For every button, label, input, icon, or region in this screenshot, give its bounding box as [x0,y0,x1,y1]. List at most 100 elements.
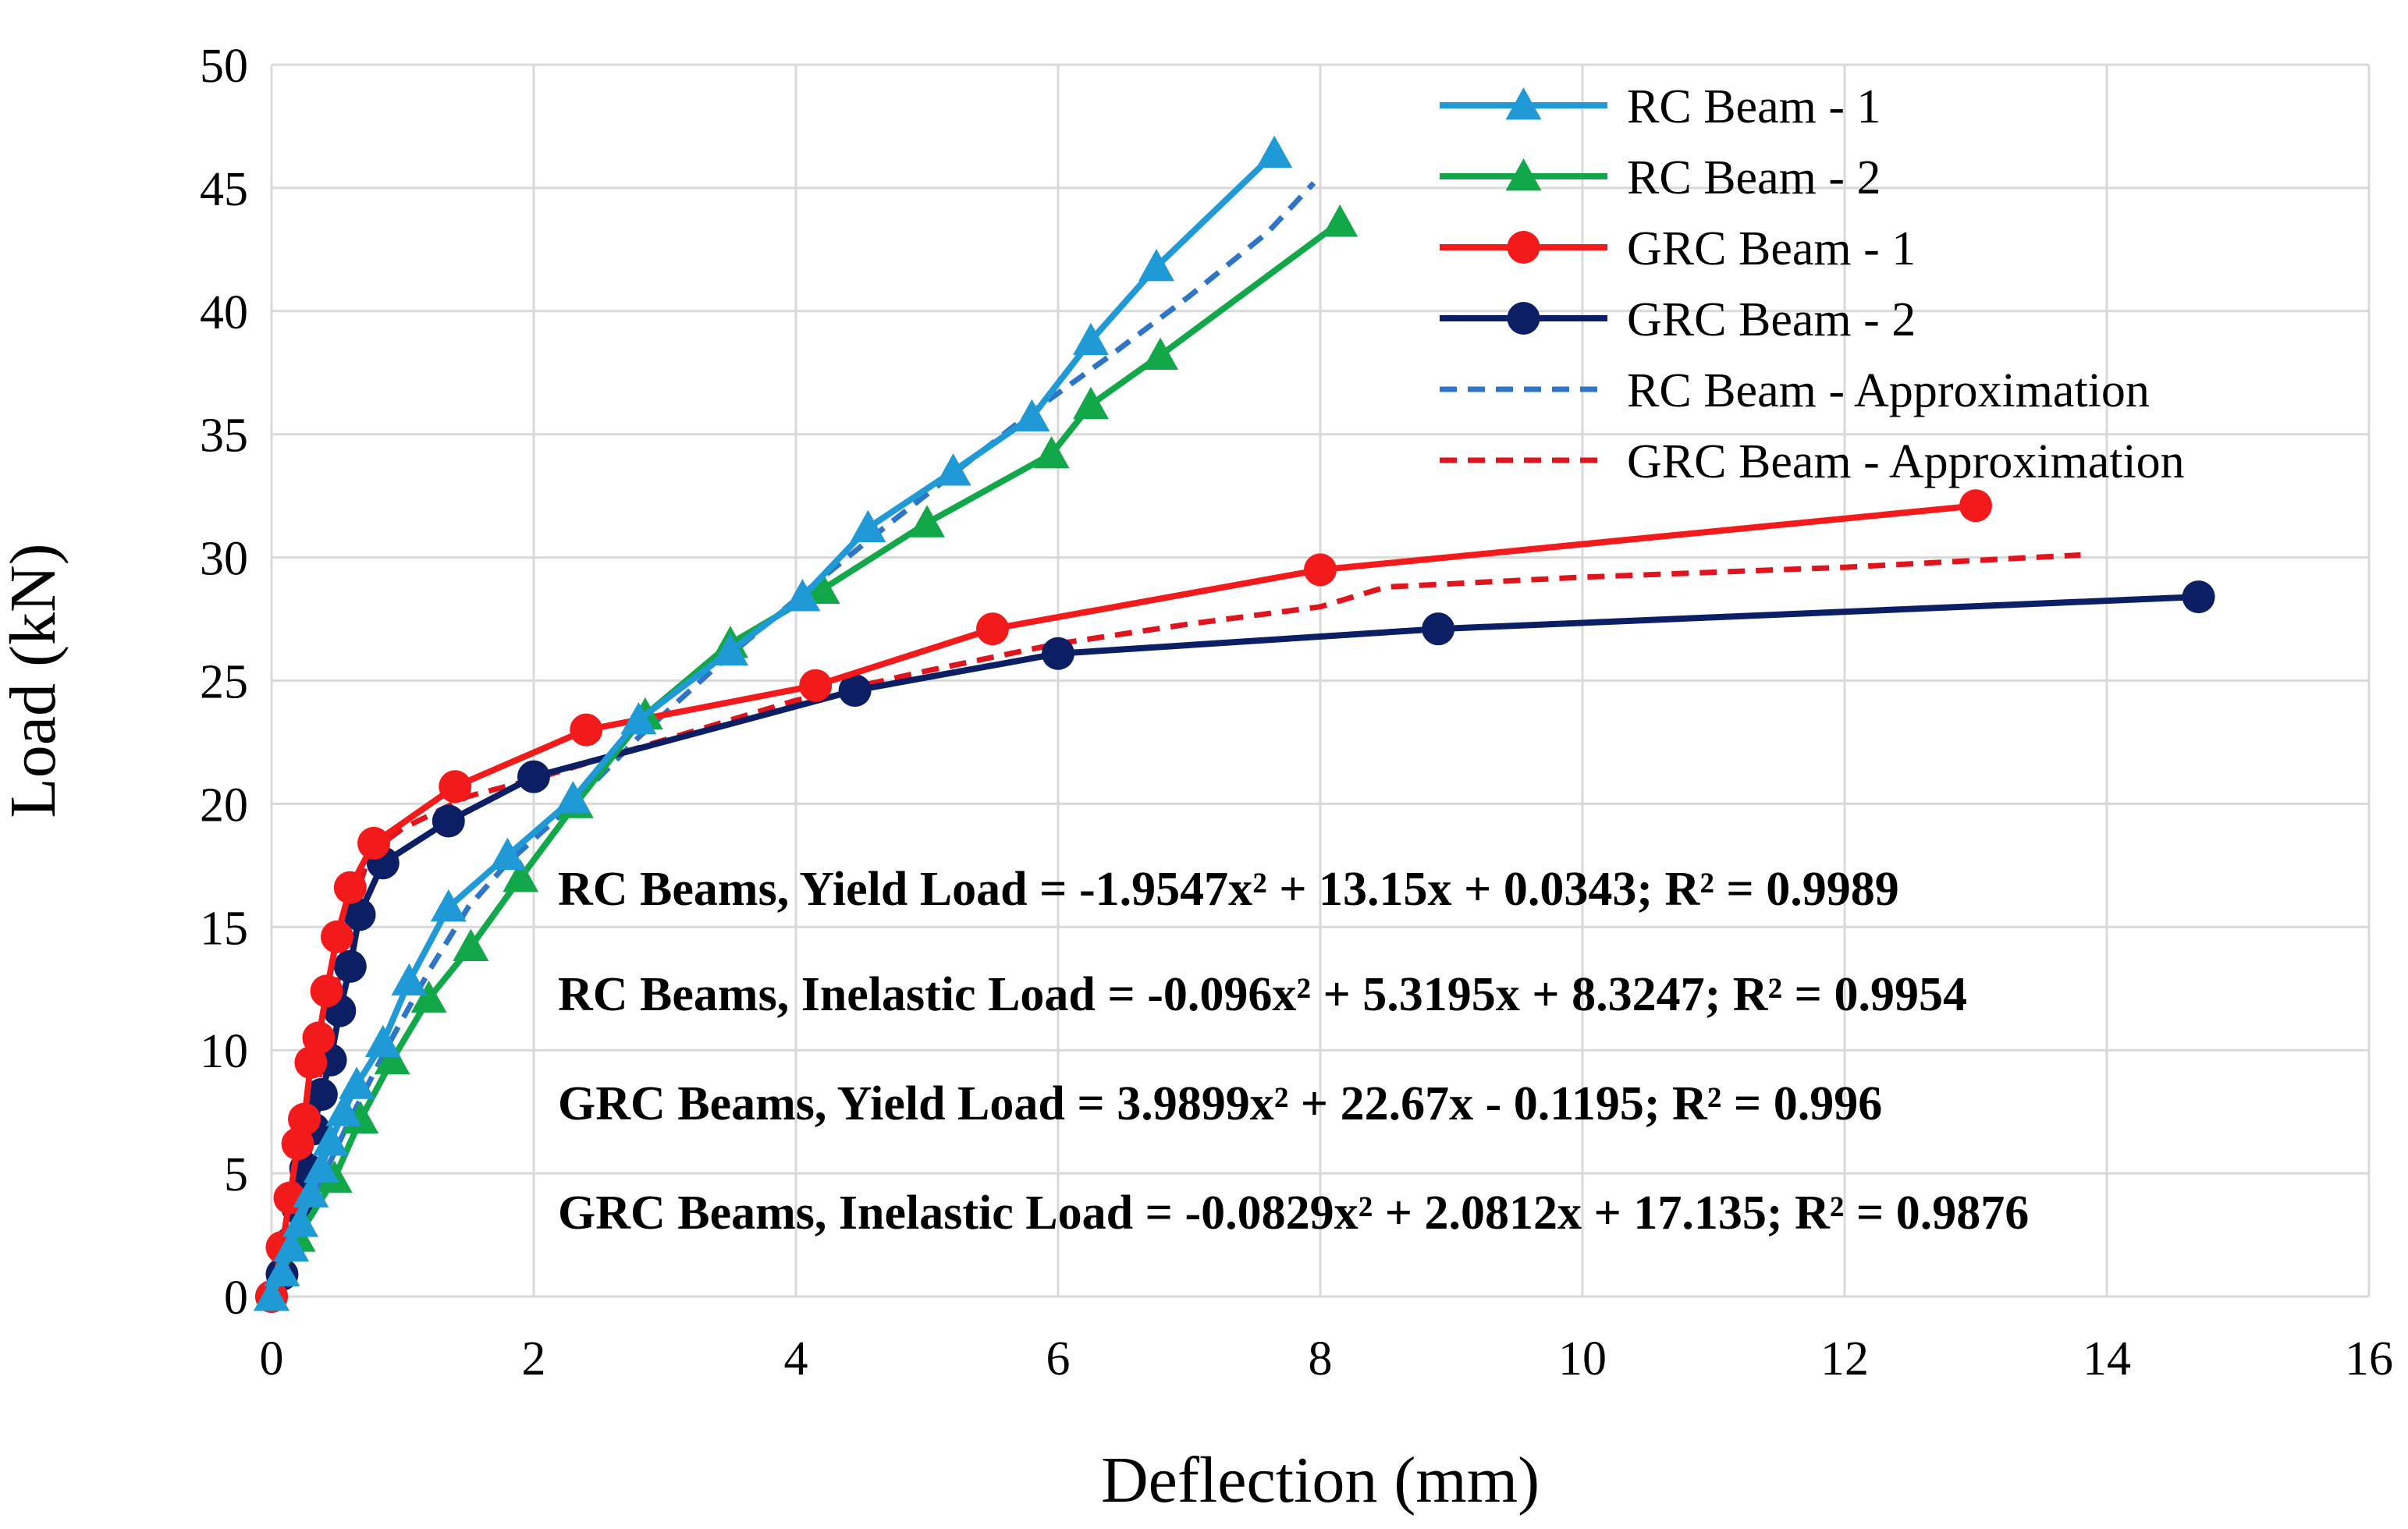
legend-label: RC Beam - 1 [1627,80,1881,133]
data-point [325,1094,362,1126]
data-point [439,770,472,804]
data-point [2182,580,2215,614]
y-tick-label: 0 [224,1272,248,1325]
series-rc-beam-1 [254,135,1293,1311]
equation-label: RC Beams, Yield Load = -1.9547x² + 13.15… [558,863,1899,916]
legend-label: GRC Beam - 2 [1627,293,1916,346]
legend-marker [1507,231,1540,264]
grid-lines [270,63,2371,1298]
legend-item-rc-beam-approximation: RC Beam - Approximation [1440,364,2150,417]
series-grc-beam-1 [255,489,1992,1313]
data-point [1033,435,1070,469]
y-tick-label: 30 [200,533,248,586]
data-point [288,1102,321,1136]
data-point [850,509,886,543]
data-point [1304,553,1337,587]
data-point [432,804,465,838]
equation-label: RC Beams, Inelastic Load = -0.096x² + 5.… [558,968,1967,1021]
legend-item-grc-beam-1: GRC Beam - 1 [1440,222,1916,275]
y-tick-label: 5 [224,1148,248,1201]
legend-marker [1505,158,1542,191]
data-point [254,1279,289,1311]
equation-label: GRC Beams, Yield Load = 3.9899x² + 22.67… [558,1077,1882,1130]
data-point [1073,322,1109,356]
data-point [555,781,591,814]
data-point [784,579,821,612]
legend-item-grc-beam-approximation: GRC Beam - Approximation [1440,435,2185,488]
data-point [804,571,840,605]
y-tick-label: 10 [200,1025,248,1078]
x-tick-label: 14 [2083,1332,2131,1385]
data-point [430,889,467,922]
data-point [1014,399,1050,431]
data-point [976,612,1009,646]
data-point [517,760,550,793]
x-tick-label: 2 [522,1332,546,1385]
data-point [838,674,872,708]
data-point [909,505,945,537]
data-point [339,1066,375,1099]
y-tick-label: 35 [200,410,248,463]
data-point [374,1041,410,1075]
series-layer [254,135,2215,1313]
series-grc-beam-approximation [268,552,2081,1297]
data-point [935,453,971,486]
data-point [357,826,391,860]
data-point [302,1021,336,1055]
y-tick-label: 40 [200,286,248,339]
data-point [333,871,367,904]
tick-labels: 0 2 4 6 8 10 12 14 16 0 5 10 15 20 25 30 35 40 45 50 [200,40,2393,1385]
data-point [273,1229,310,1262]
data-point [489,837,526,871]
legend-item-rc-beam-2: RC Beam - 2 [1440,151,1881,204]
series-rc-beam-2 [254,204,1358,1311]
data-point [293,1175,329,1208]
y-tick-label: 45 [200,163,248,216]
legend-item-grc-beam-2: GRC Beam - 2 [1440,293,1916,346]
data-point [1422,612,1455,646]
data-point [312,1123,349,1156]
data-point [712,633,748,666]
x-tick-label: 6 [1046,1332,1071,1385]
data-point [1138,248,1174,282]
legend-label: GRC Beam - Approximation [1627,435,2185,488]
equation-annotations: RC Beams, Yield Load = -1.9547x² + 13.15… [558,863,2029,1240]
x-axis-title: Deflection (mm) [1101,1444,1540,1517]
data-point [799,669,833,702]
y-tick-label: 25 [200,656,248,709]
x-tick-label: 16 [2345,1332,2393,1385]
data-point [410,980,447,1013]
x-tick-label: 12 [1820,1332,1869,1385]
y-axis-title: Load (kN) [0,543,69,818]
data-point [570,713,603,747]
data-point [1959,489,1992,523]
data-point [264,1254,300,1286]
series-line-grc-beam-approximation [268,552,2081,1297]
data-point [304,1078,338,1112]
x-tick-label: 10 [1558,1332,1607,1385]
data-point [1042,637,1074,670]
y-tick-label: 20 [200,779,248,832]
x-tick-label: 0 [260,1332,284,1385]
series-line-rc-beam-2 [268,219,1342,1298]
data-point [333,949,367,983]
data-point [1322,204,1358,237]
data-point [1142,337,1179,371]
data-point [310,974,343,1008]
legend-label: GRC Beam - 1 [1627,222,1916,275]
legend-item-rc-beam-1: RC Beam - 1 [1440,80,1881,133]
legend-label: RC Beam - 2 [1627,151,1881,204]
data-point [391,963,428,996]
data-point [281,1127,314,1161]
equation-label: GRC Beams, Inelastic Load = -0.0829x² + … [558,1187,2029,1240]
data-point [343,898,376,931]
data-point [364,1024,401,1058]
data-point [321,920,353,953]
legend-marker [1505,87,1542,120]
data-point [1073,386,1109,420]
x-tick-label: 4 [784,1332,808,1385]
x-tick-label: 8 [1309,1332,1333,1385]
y-tick-label: 50 [200,40,248,93]
legend-marker [1507,302,1540,335]
